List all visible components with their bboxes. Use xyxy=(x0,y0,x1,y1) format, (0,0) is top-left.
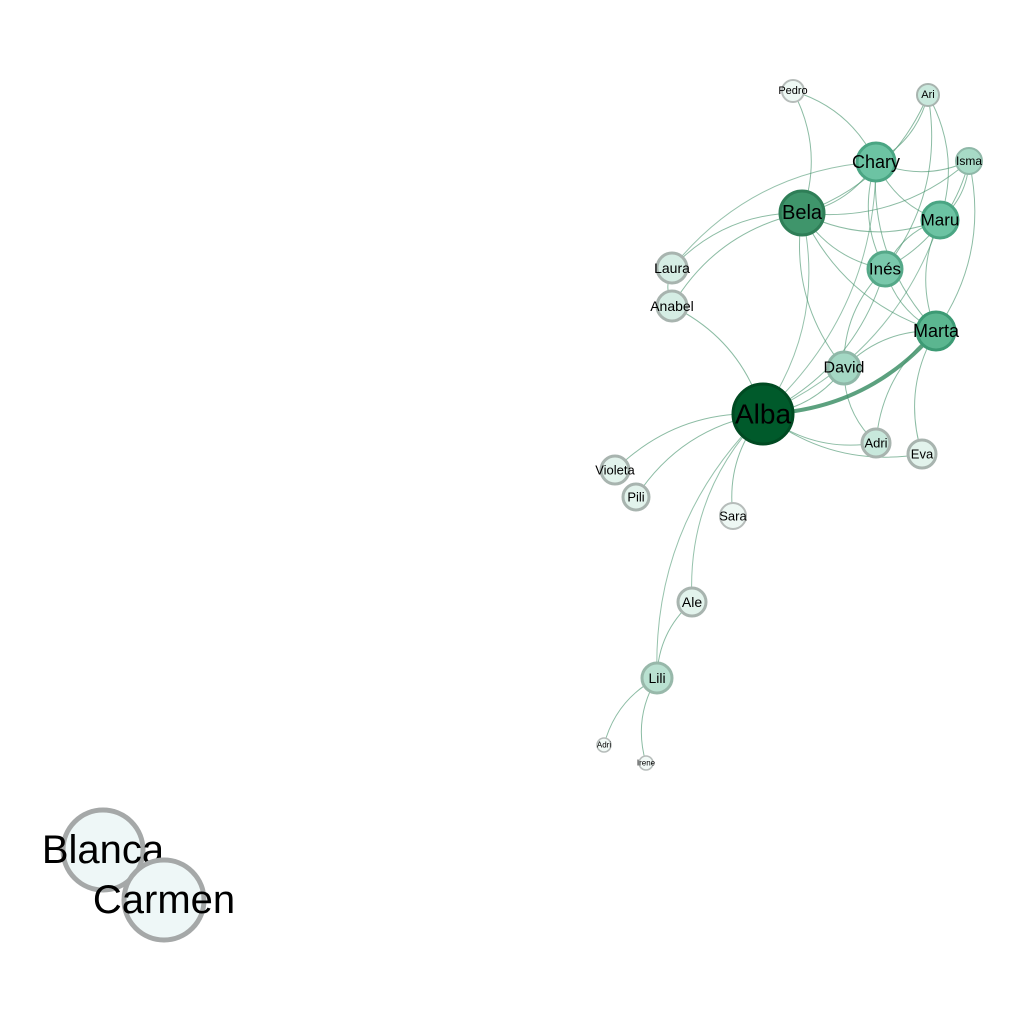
node-label-irene: Irene xyxy=(637,759,656,768)
node-circle-bela[interactable] xyxy=(778,189,826,237)
node-label-bela: Bela xyxy=(782,202,823,224)
node-label-lili: Lili xyxy=(648,670,665,686)
node-label-sara: Sara xyxy=(719,509,747,524)
node-circle-ari[interactable] xyxy=(916,83,940,107)
node-label-adri1: Adri xyxy=(864,436,887,451)
node-label-ines: Inés xyxy=(869,260,901,279)
node-circle-maru[interactable] xyxy=(920,200,960,240)
node-label-adri2: Adri xyxy=(597,741,611,750)
node-adri2[interactable]: Adri xyxy=(596,737,612,753)
node-label-laura: Laura xyxy=(654,260,690,276)
node-circle-anabel[interactable] xyxy=(655,289,689,323)
node-circle-isma[interactable] xyxy=(955,147,983,175)
node-irene[interactable]: Irene xyxy=(637,755,656,771)
node-alba[interactable]: Alba xyxy=(731,382,795,446)
node-bela[interactable]: Bela xyxy=(778,189,826,237)
node-label-anabel: Anabel xyxy=(650,298,694,314)
node-ari[interactable]: Ari xyxy=(916,83,940,107)
node-circle-eva[interactable] xyxy=(906,438,938,470)
node-circle-pedro[interactable] xyxy=(781,79,805,103)
node-maru[interactable]: Maru xyxy=(920,200,960,240)
node-label-eva: Eva xyxy=(911,447,934,462)
edge-alba-chary xyxy=(762,161,877,415)
edge-ines-ari xyxy=(884,94,933,270)
node-circle-alba[interactable] xyxy=(731,382,795,446)
node-circle-ines[interactable] xyxy=(866,250,904,288)
node-anabel[interactable]: Anabel xyxy=(650,289,694,323)
edge-alba-maru xyxy=(762,219,941,415)
node-circle-chary[interactable] xyxy=(855,141,897,183)
node-david[interactable]: David xyxy=(824,350,865,386)
node-label-pedro: Pedro xyxy=(778,85,807,97)
node-marta[interactable]: Marta xyxy=(913,310,960,352)
node-label-maru: Maru xyxy=(921,211,960,230)
edge-alba-lili xyxy=(656,413,764,679)
node-circle-david[interactable] xyxy=(826,350,862,386)
node-circle-laura[interactable] xyxy=(655,251,689,285)
node-label-ari: Ari xyxy=(921,89,934,101)
node-circle-ale[interactable] xyxy=(676,586,708,618)
node-circle-irene[interactable] xyxy=(638,755,654,771)
node-circle-marta[interactable] xyxy=(915,310,957,352)
node-circle-sara[interactable] xyxy=(719,502,747,530)
node-lili[interactable]: Lili xyxy=(640,661,674,695)
edge-bela-anabel xyxy=(671,212,803,307)
node-violeta[interactable]: Violeta xyxy=(595,454,636,486)
node-circle-pili[interactable] xyxy=(621,482,651,512)
node-label-ale: Ale xyxy=(682,594,702,610)
node-label-carmen: Carmen xyxy=(93,878,235,922)
node-eva[interactable]: Eva xyxy=(906,438,938,470)
node-laura[interactable]: Laura xyxy=(654,251,690,285)
node-label-david: David xyxy=(824,360,865,377)
edge-marta-isma xyxy=(935,160,976,332)
node-label-marta: Marta xyxy=(913,321,960,341)
node-label-isma: Isma xyxy=(956,154,982,168)
edge-chary-laura xyxy=(671,161,877,269)
node-ines[interactable]: Inés xyxy=(866,250,904,288)
node-adri1[interactable]: Adri xyxy=(860,427,892,459)
node-label-chary: Chary xyxy=(852,152,900,172)
node-carmen[interactable]: Carmen xyxy=(93,857,235,943)
node-isma[interactable]: Isma xyxy=(955,147,983,175)
node-circle-carmen[interactable] xyxy=(121,857,207,943)
node-label-alba: Alba xyxy=(735,399,791,430)
node-circle-adri2[interactable] xyxy=(596,737,612,753)
node-pedro[interactable]: Pedro xyxy=(778,79,808,103)
edge-chary-marta xyxy=(874,161,937,332)
node-sara[interactable]: Sara xyxy=(719,502,747,530)
node-circle-adri1[interactable] xyxy=(860,427,892,459)
node-circle-violeta[interactable] xyxy=(599,454,631,486)
node-chary[interactable]: Chary xyxy=(852,141,900,183)
node-label-violeta: Violeta xyxy=(595,463,635,478)
node-circle-lili[interactable] xyxy=(640,661,674,695)
node-ale[interactable]: Ale xyxy=(676,586,708,618)
node-circle-blanca[interactable] xyxy=(60,807,146,893)
nodes-layer: Alba Bela Chary Maru Inés Marta David Laura Anab… xyxy=(42,79,983,943)
edges-layer xyxy=(102,90,976,901)
node-pili[interactable]: Pili xyxy=(621,482,651,512)
node-label-pili: Pili xyxy=(627,490,644,505)
